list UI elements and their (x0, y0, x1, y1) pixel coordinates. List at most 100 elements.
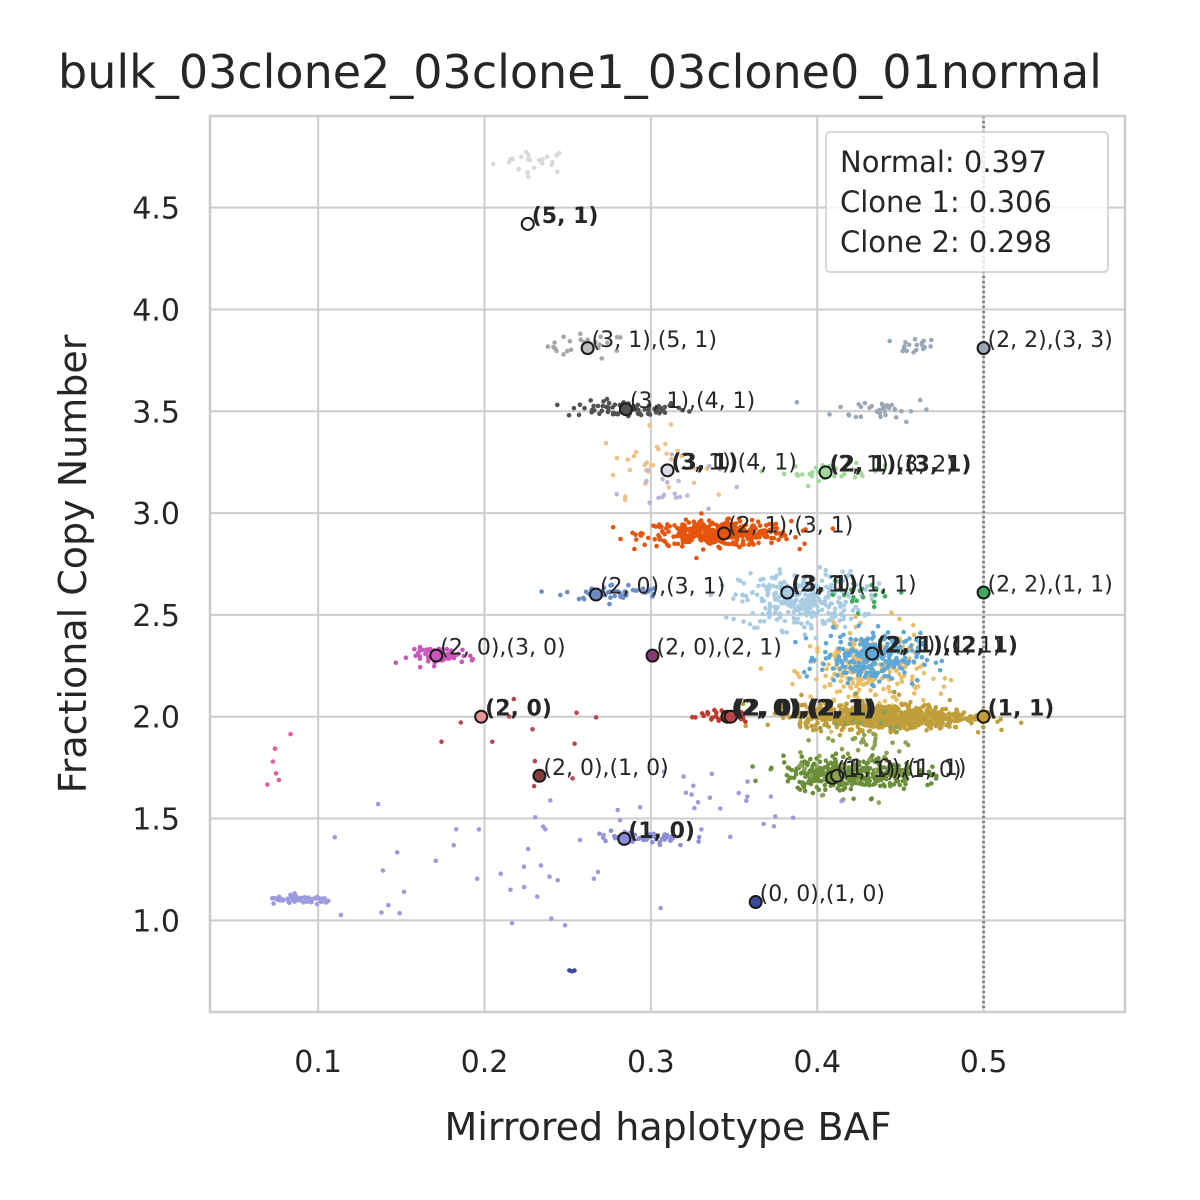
data-point (439, 739, 444, 744)
data-point (859, 667, 864, 673)
data-point (451, 655, 456, 660)
data-point (797, 674, 802, 680)
data-point (772, 576, 778, 581)
data-point (401, 889, 407, 895)
data-point (730, 523, 736, 528)
data-point (694, 555, 699, 561)
data-point (903, 714, 909, 720)
data-point (867, 728, 873, 734)
data-point (933, 660, 939, 666)
data-point (840, 578, 846, 584)
data-point (775, 597, 780, 603)
data-point (833, 466, 839, 471)
data-point (645, 535, 651, 541)
data-point (846, 594, 851, 599)
data-point (700, 523, 706, 529)
data-point (906, 771, 912, 777)
data-point (804, 674, 810, 679)
data-point (839, 660, 845, 666)
data-point (897, 782, 902, 788)
data-point (841, 725, 846, 731)
data-point (791, 620, 797, 625)
cluster-centers-layer (429, 216, 991, 910)
data-point (710, 715, 715, 720)
data-point (940, 720, 945, 725)
data-point (906, 342, 912, 348)
data-point (873, 771, 879, 777)
data-point (547, 874, 552, 879)
data-point (651, 831, 656, 837)
data-point (823, 572, 829, 577)
data-point (882, 673, 887, 679)
data-point (561, 352, 566, 357)
data-point (622, 497, 628, 503)
data-point (599, 356, 605, 361)
cluster-annotation-label: (1, 0) (628, 819, 695, 844)
data-point (850, 775, 856, 781)
data-point (920, 704, 926, 709)
data-point (739, 529, 745, 534)
data-point (826, 736, 831, 741)
data-point (614, 491, 619, 497)
data-point (807, 666, 812, 672)
cluster-annotation-label: (2, 2),(1, 1) (988, 573, 1113, 598)
data-point (844, 575, 849, 580)
data-point (576, 596, 582, 602)
cluster-center-marker (645, 648, 660, 663)
data-point (1018, 720, 1024, 726)
data-point (752, 625, 757, 631)
data-point (843, 654, 848, 660)
data-point (926, 769, 932, 775)
data-point (660, 476, 665, 482)
data-point (322, 896, 327, 901)
legend-box: Normal: 0.397 Clone 1: 0.306 Clone 2: 0.… (825, 131, 1109, 273)
data-point (890, 740, 895, 745)
data-point (815, 649, 820, 655)
data-point (508, 887, 513, 893)
annotations-layer: (5, 1) (3, 1),(5, 1) (2, 2),(3, 3) (3, 1),(… (440, 204, 1113, 907)
data-point (914, 677, 920, 683)
data-point (841, 608, 847, 613)
data-point (842, 721, 848, 727)
data-point (827, 682, 833, 688)
data-point (849, 782, 855, 787)
data-point (847, 755, 852, 761)
data-point (674, 533, 680, 539)
data-point (902, 344, 907, 349)
data-point (781, 471, 787, 477)
data-point (827, 618, 832, 623)
data-point (853, 637, 859, 642)
data-point (644, 478, 649, 484)
data-point (848, 666, 853, 671)
data-point (775, 584, 780, 590)
data-point (779, 712, 784, 718)
data-point (451, 842, 457, 848)
data-point (760, 611, 765, 617)
data-point (802, 632, 808, 637)
data-point (654, 543, 659, 549)
chart-title: bulk_03clone2_03clone1_03clone0_01normal (58, 45, 1102, 99)
data-point (924, 657, 930, 663)
data-point (814, 764, 820, 769)
data-point (911, 632, 917, 638)
data-point (907, 636, 912, 641)
data-point (943, 706, 949, 712)
data-point (601, 399, 606, 404)
data-point (845, 680, 851, 686)
data-point (768, 529, 774, 535)
data-point (753, 778, 758, 784)
data-point (891, 762, 896, 768)
data-point (813, 775, 818, 781)
data-point (802, 766, 807, 772)
cluster-annotation-label: (2, 0),(3, 0) (440, 636, 565, 661)
data-point (647, 500, 652, 506)
data-point (808, 622, 814, 628)
x-tick-label: 0.4 (793, 1045, 841, 1080)
data-point (425, 659, 431, 664)
data-point (836, 711, 842, 716)
data-point (609, 582, 615, 588)
data-point (549, 162, 554, 168)
data-point (849, 599, 855, 604)
data-point (865, 637, 870, 643)
x-tick-label: 0.5 (960, 1045, 1008, 1080)
